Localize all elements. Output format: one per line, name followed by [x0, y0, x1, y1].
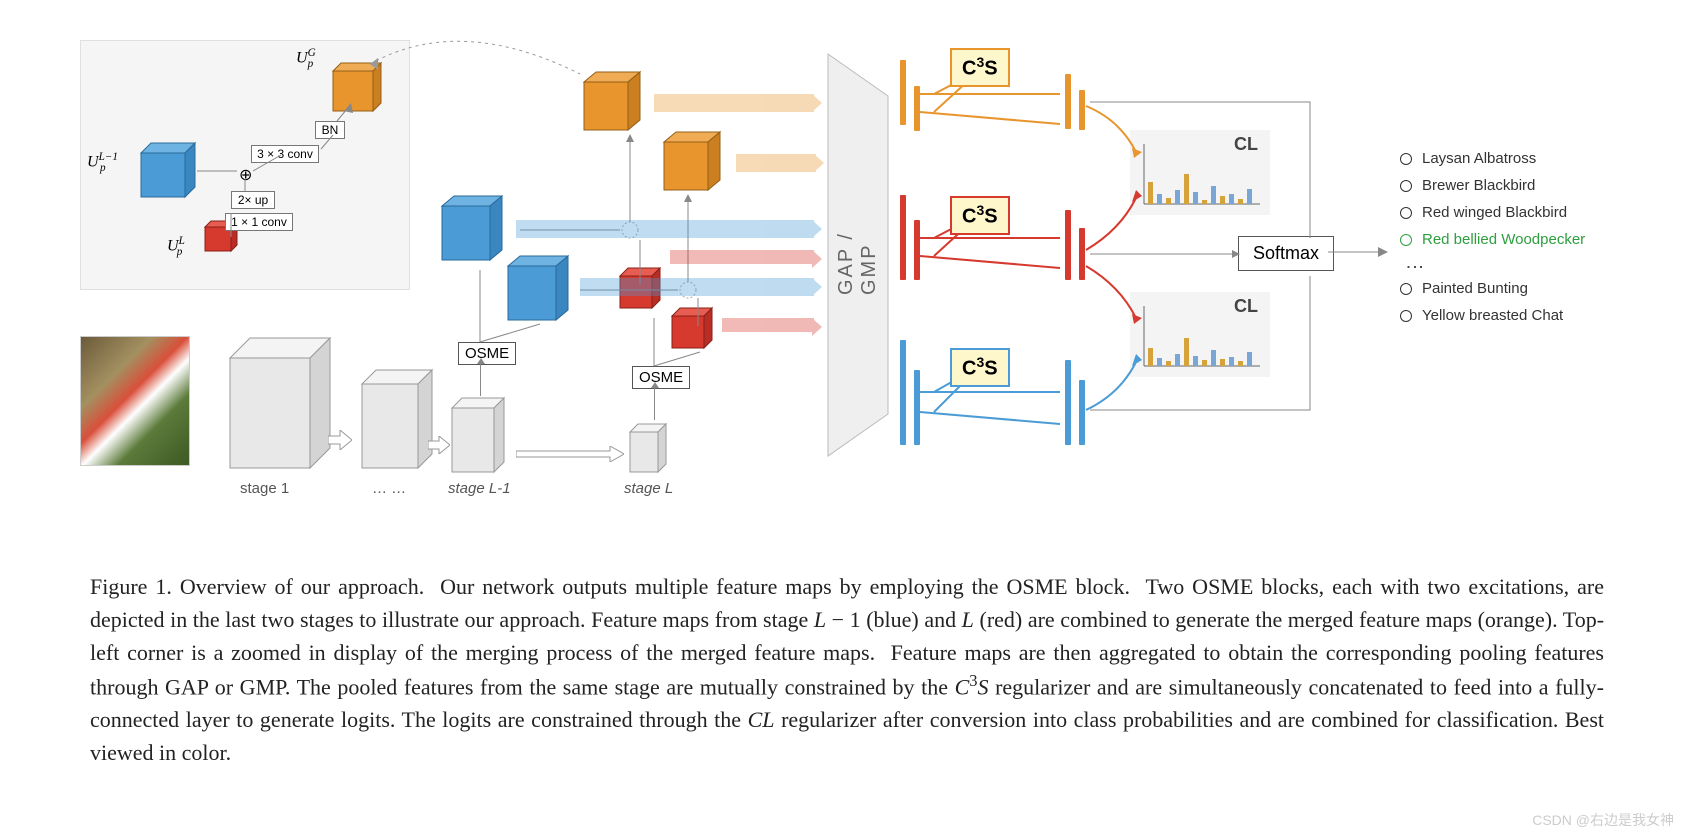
vector-edges [890, 40, 1120, 460]
gap-gmp-label: GAP / GMP [835, 223, 881, 295]
c3s-blue: C3S [950, 348, 1010, 387]
feature-vector-bar [914, 86, 920, 131]
output-ellipsis: ⋮ [1404, 258, 1426, 276]
feature-vector-bar [1079, 228, 1085, 280]
output-class-row: Yellow breasted Chat [1400, 307, 1585, 324]
cl-label-top: CL [1234, 134, 1258, 155]
feature-vector-bar [1065, 360, 1071, 445]
output-class-label: Yellow breasted Chat [1422, 307, 1563, 324]
osme-box-2: OSME [632, 366, 690, 389]
output-class-label: Red winged Blackbird [1422, 204, 1567, 221]
bullet-icon [1400, 310, 1412, 322]
orange-cube-1 [570, 66, 656, 138]
cl-panel-bot: CL [1130, 292, 1270, 377]
feature-vector-bar [914, 220, 920, 280]
caption-label: Figure 1. [90, 574, 172, 599]
feature-vector-bar [1079, 90, 1085, 130]
cl-panel-top: CL [1130, 130, 1270, 215]
c3s-orange: C3S [950, 48, 1010, 87]
op-conv3: 3 × 3 conv [251, 145, 319, 163]
label-up-l: ULp [167, 235, 182, 258]
bullet-icon [1400, 153, 1412, 165]
op-up: 2× up [231, 191, 275, 209]
red-cube-2 [662, 304, 724, 354]
output-class-label: Brewer Blackbird [1422, 177, 1535, 194]
op-sum: ⊕ [239, 165, 252, 185]
stage-arrow-2 [428, 436, 450, 454]
output-class-label: Red bellied Woodpecker [1422, 231, 1585, 248]
feature-vector-bar [1065, 74, 1071, 129]
v2a [654, 388, 655, 390]
stage-lm1-cube [440, 390, 518, 482]
flow-orange-2 [736, 154, 816, 172]
flow-red-2 [722, 318, 814, 332]
softmax-out-arrow [1328, 244, 1388, 260]
watermark: CSDN @右边是我女神 [1532, 810, 1674, 830]
v2 [654, 390, 655, 420]
output-class-row: Laysan Albatross [1400, 150, 1585, 167]
feature-vector-bar [900, 195, 906, 280]
op-bn: BN [315, 121, 345, 139]
c3s-red: C3S [950, 196, 1010, 235]
output-class-label: Painted Bunting [1422, 280, 1528, 297]
zoom-cube-blue [127, 139, 205, 205]
stage-1-label: stage 1 [240, 480, 289, 497]
blue-cube-2 [494, 250, 584, 328]
flow-orange-1 [654, 94, 814, 112]
orange-cube-2 [650, 126, 736, 198]
feature-vector-bar [1079, 380, 1085, 445]
stage-1-cube [210, 328, 350, 478]
bullet-icon [1400, 283, 1412, 295]
cl-label-bot: CL [1234, 296, 1258, 317]
output-class-row: Red winged Blackbird [1400, 204, 1585, 221]
stage-dots-label: … … [372, 480, 406, 497]
output-class-row: Red bellied Woodpecker [1400, 231, 1585, 248]
v1 [480, 366, 481, 396]
stage-arrow-1 [328, 430, 352, 450]
output-class-list: Laysan Albatross Brewer Blackbird Red wing… [1400, 150, 1585, 334]
label-up-g: UGp [296, 47, 313, 70]
architecture-diagram: UGp UL−1p ULp BN 3 × 3 conv 2× up [80, 40, 1614, 540]
softmax-box: Softmax [1238, 236, 1334, 271]
feature-vector-bar [900, 340, 906, 445]
osme-box-1: OSME [458, 342, 516, 365]
flow-blue-1 [580, 278, 814, 296]
figure-caption: Figure 1. Overview of our approach. Our … [80, 540, 1614, 799]
output-class-row: Painted Bunting [1400, 280, 1585, 297]
feature-vector-bar [900, 60, 906, 125]
stage-lm1-label: stage L-1 [448, 480, 511, 497]
input-image [80, 336, 190, 466]
flow-blue-2 [516, 220, 814, 238]
stage-l-cube [620, 418, 676, 480]
bullet-icon [1400, 207, 1412, 219]
op-conv1: 1 × 1 conv [225, 213, 293, 231]
feature-vector-bar [1065, 210, 1071, 280]
v1a [480, 364, 481, 366]
concat-cl-arrows [1080, 70, 1160, 450]
stage-2-cube [346, 360, 446, 480]
label-up-lm1: UL−1p [87, 151, 106, 174]
output-class-row: Brewer Blackbird [1400, 177, 1585, 194]
bullet-icon [1400, 234, 1412, 246]
figure-container: UGp UL−1p ULp BN 3 × 3 conv 2× up [0, 0, 1694, 839]
stage-l-label: stage L [624, 480, 673, 497]
output-class-label: Laysan Albatross [1422, 150, 1536, 167]
flow-red-1 [670, 250, 814, 264]
stage-arrow-3 [516, 446, 624, 462]
feature-vector-bar [914, 370, 920, 445]
bullet-icon [1400, 180, 1412, 192]
